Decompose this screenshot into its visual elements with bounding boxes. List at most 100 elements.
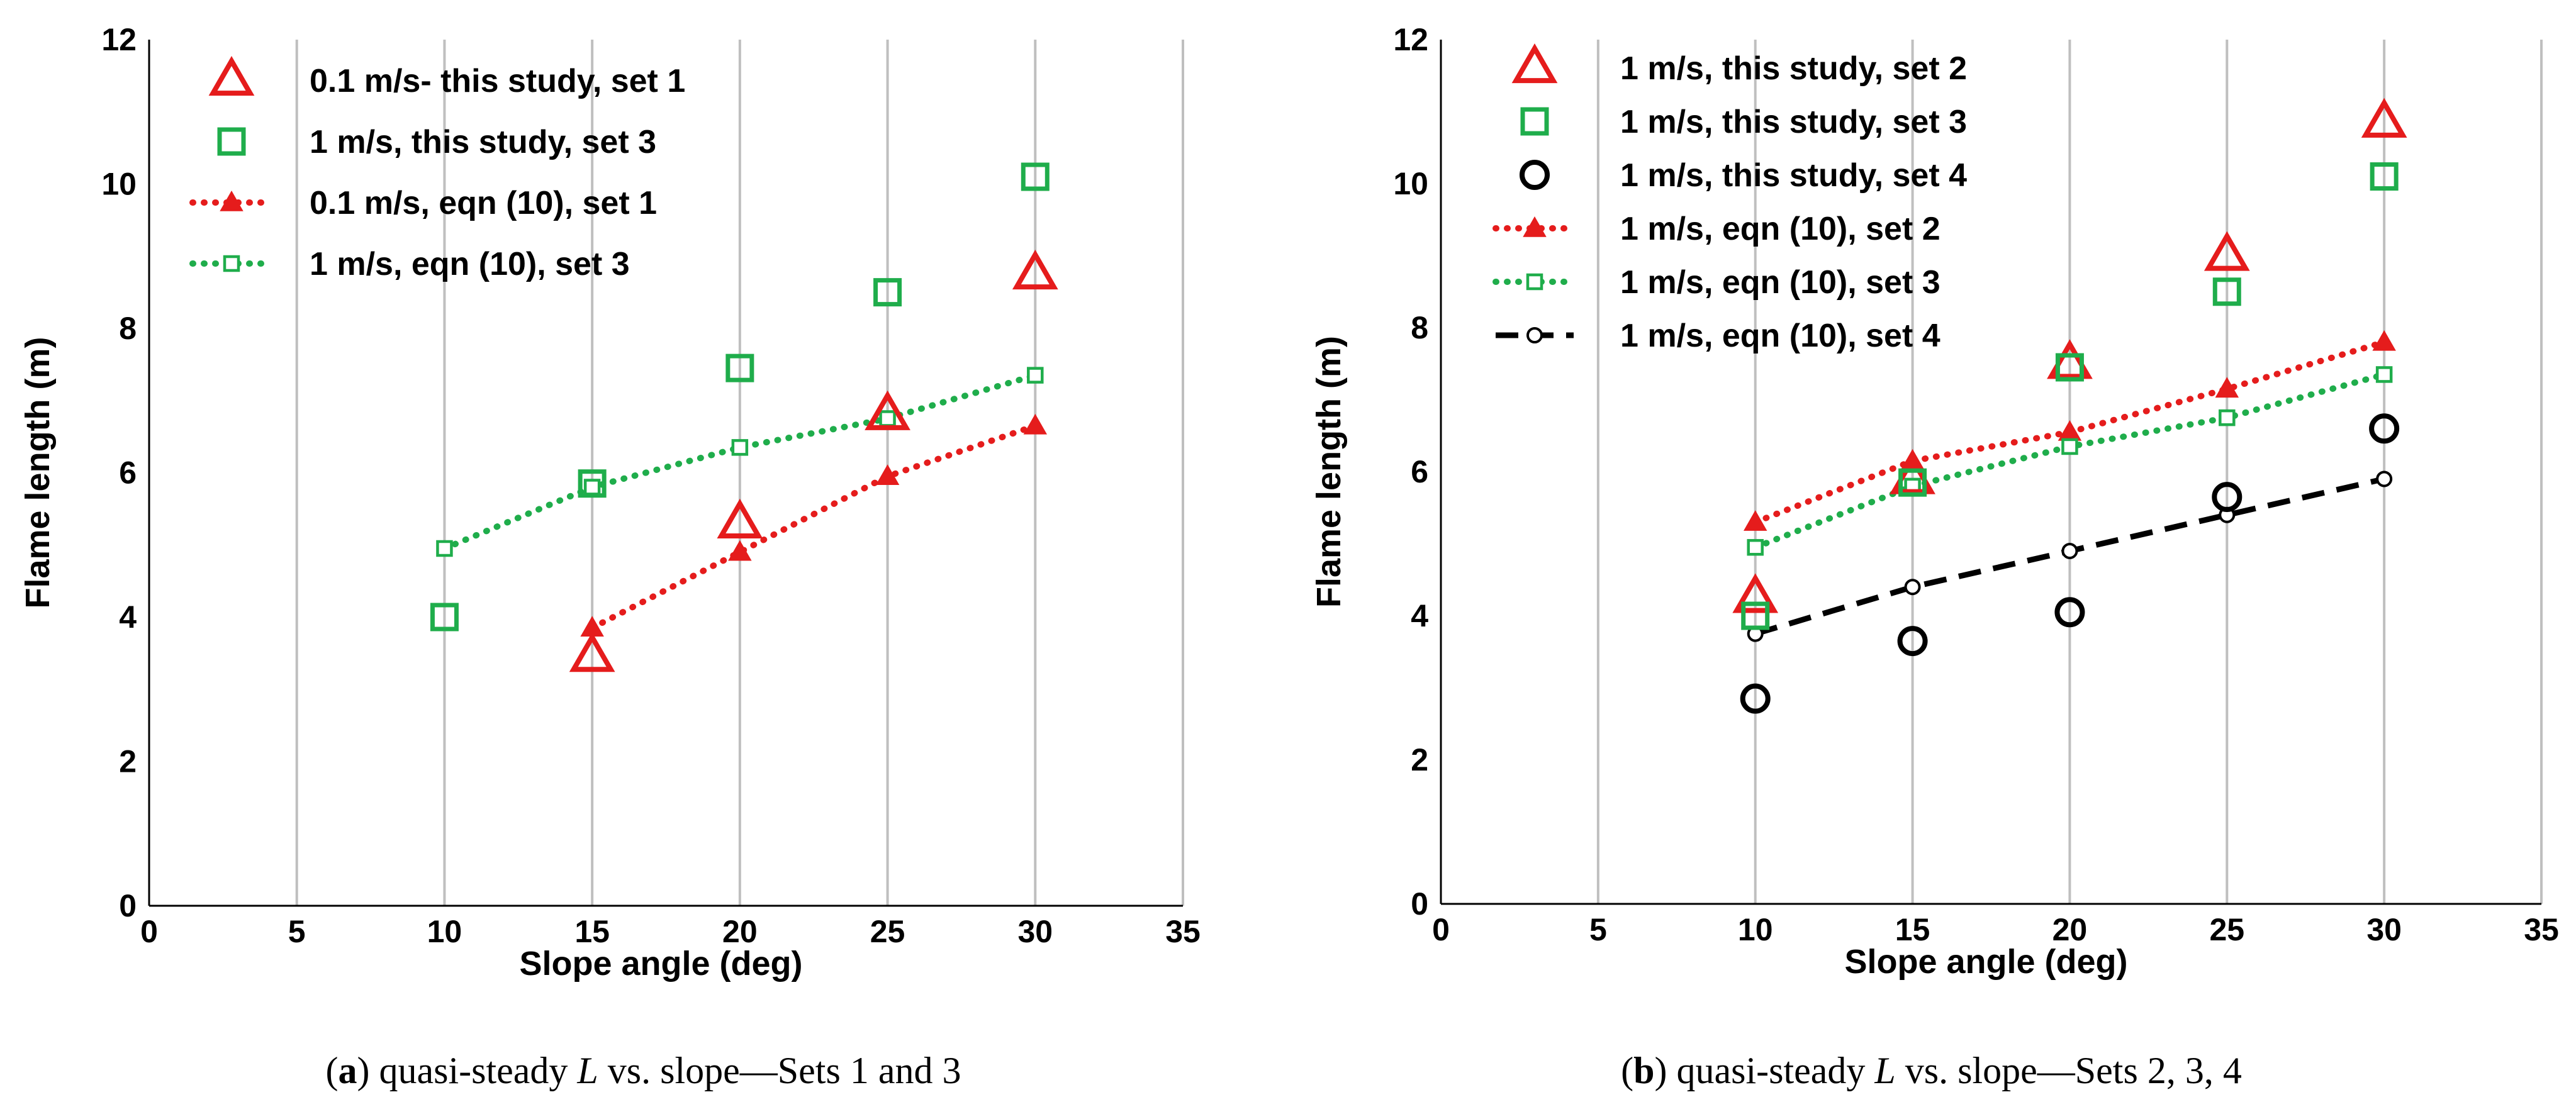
chart-b-series-3-point [1897,626,1928,657]
chart-a-legend-label: 1 m/s, eqn (10), set 3 [310,246,630,282]
chart-b-y-axis-title: Flame length (m) [1310,336,1348,608]
chart-b-legend-label: 1 m/s, this study, set 3 [1620,104,1967,140]
caption-a: (a) quasi-steady L vs. slope—Sets 1 and … [325,1050,961,1091]
chart-a-series-2-point [578,469,607,498]
chart-b-legend-label: 1 m/s, eqn (10), set 3 [1620,264,1940,301]
chart-a-x-tick-label: 15 [574,914,610,949]
chart-a-series-4-point [436,540,453,557]
chart-b-legend-marker [1523,216,1547,237]
chart-a-y-tick-label: 6 [119,455,137,491]
chart-a-series-1-point [865,390,910,430]
chart-panel-b: 0 5 10 15 20 25 30 35 0 2 4 6 8 10 12 Slope angle (deg)… [1287,0,2576,1119]
chart-a-series-3-line [589,422,1039,632]
chart-a-series-1-point [569,632,615,672]
chart-b-legend: 1 m/s, this study, set 2 1 m/s, this stud… [1492,43,1967,354]
chart-a-legend-marker [223,255,240,272]
chart-a-series-1 [569,249,1058,672]
chart-b-series-4-point [2215,377,2239,398]
chart-b-x-tick-label: 0 [1432,912,1450,947]
chart-b-x-tick-label: 15 [1895,912,1930,947]
chart-a-series-4-point [731,439,749,456]
chart-a-x-tick-label: 30 [1017,914,1053,949]
chart-b-series-3-point [2212,482,2243,513]
chart-b-x-tick-label: 35 [2524,912,2559,947]
chart-a-gridlines [295,40,1184,906]
chart-b-y-tick-label: 2 [1411,742,1428,777]
chart-b-series-5-point [2061,438,2078,455]
chart-b-series-6-point [2061,542,2078,559]
chart-b-legend-label: 1 m/s, eqn (10), set 4 [1620,318,1940,354]
chart-b-y-tick-label: 4 [1411,598,1428,633]
chart-a-series-2-point [430,603,459,632]
chart-a-series-1-point [1012,249,1058,290]
chart-b-y-tick-label: 6 [1411,454,1428,489]
chart-b-legend-marker [1526,273,1543,291]
chart-b-legend-label: 1 m/s, this study, set 2 [1620,50,1967,87]
chart-b-series-2-point [2370,162,2399,191]
chart-b-series-1-point [1890,454,1935,494]
chart-a-legend-marker [220,190,244,211]
chart-a-series-2-point [873,278,902,307]
chart-a-legend-marker [208,55,255,96]
chart-b-series-3 [1740,413,2400,714]
chart-a-series-3-point [875,464,900,485]
chart-b-series-2-point [2055,353,2084,382]
chart-a-series-2-point [725,354,754,382]
chart-b-legend-marker [1520,107,1549,136]
chart-a-series-3-point [728,540,752,561]
chart-b-series-4-point [1743,510,1767,531]
chart-b-svg: 0 5 10 15 20 25 30 35 0 2 4 6 8 10 12 Slope angle (deg)… [1310,22,2559,981]
chart-b-series-5-point [1747,538,1764,556]
chart-a-legend-label: 0.1 m/s- this study, set 1 [310,63,685,99]
chart-b-series-1-point [1732,573,1779,613]
chart-a-y-tick-label: 2 [119,744,137,779]
chart-b-legend-marker [1526,327,1543,343]
chart-b-legend-label: 1 m/s, eqn (10), set 2 [1620,211,1940,247]
caption-b: (b) quasi-steady L vs. slope—Sets 2, 3, … [1621,1050,2242,1091]
chart-b-series-3-point [2054,597,2085,628]
chart-b-series-5-point [2219,409,2236,426]
chart-a-series-4 [436,367,1044,557]
chart-b-series-1-point [2361,97,2407,138]
chart-b-series-1 [1732,97,2407,613]
chart-panel-a: 0 5 10 15 20 25 30 35 0 2 4 6 8 10 12 Slope angle (deg)… [0,0,1287,1119]
chart-a-series-3-point [1023,413,1048,435]
chart-b-series-1-point [2047,339,2093,379]
chart-a-x-tick-label: 10 [427,914,462,949]
chart-b-series-5 [1747,366,2393,556]
chart-a-x-tick-label: 35 [1165,914,1201,949]
chart-a-series-1-point [717,498,763,538]
chart-a-y-axis-title: Flame length (m) [19,337,57,608]
chart-b-series-2-point [2212,277,2241,306]
chart-a-series-2-point [1021,162,1050,191]
chart-a-x-tick-label: 5 [288,914,306,949]
chart-a-y-tick-label: 8 [119,311,137,346]
chart-b-x-axis-title: Slope angle (deg) [1844,943,2127,981]
chart-a-x-tick-label: 20 [722,914,758,949]
chart-b-series-4 [1743,330,2396,531]
chart-b-series-3-point [2369,413,2400,444]
chart-a-x-axis-title: Slope angle (deg) [519,945,802,983]
chart-a-y-tick-label: 0 [119,888,137,923]
chart-a-legend: 0.1 m/s- this study, set 1 1 m/s, this st… [189,55,685,282]
chart-b-x-tick-label: 30 [2366,912,2402,947]
chart-a-series-2 [430,162,1050,632]
chart-a-series-4-point [879,410,896,427]
chart-b-series-1-point [2204,231,2250,271]
chart-b-y-tick-label: 12 [1393,22,1428,57]
chart-b-series-2-point [1741,601,1770,630]
chart-a-legend-label: 1 m/s, this study, set 3 [310,124,656,160]
chart-b-y-tick-label: 0 [1411,886,1428,921]
chart-b-y-tick-label: 10 [1393,166,1428,201]
chart-a-legend-label: 0.1 m/s, eqn (10), set 1 [310,185,657,221]
chart-b-legend-label: 1 m/s, this study, set 4 [1620,157,1967,194]
chart-a-y-tick-label: 12 [101,22,137,57]
chart-b-legend-marker [1511,43,1558,84]
chart-b-legend-marker [1520,160,1550,190]
chart-b-x-tick-label: 5 [1589,912,1607,947]
chart-b-series-2-point [1898,468,1927,497]
chart-a-legend-marker [217,127,246,156]
chart-a-x-tick-label: 25 [870,914,905,949]
chart-b-x-tick-label: 10 [1738,912,1773,947]
chart-b-series-6-point [2376,470,2393,487]
